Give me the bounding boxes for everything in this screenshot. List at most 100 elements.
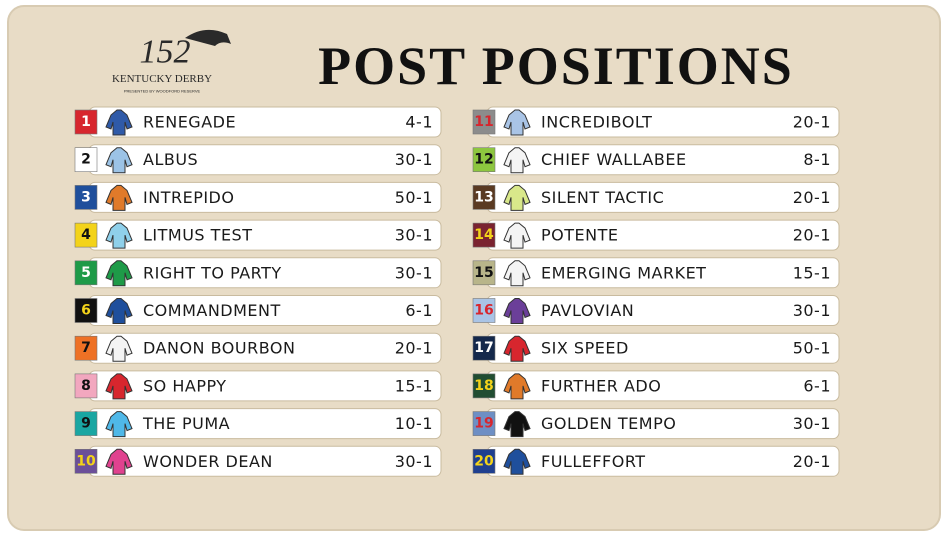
post-number: 2 <box>81 152 91 168</box>
post-number: 11 <box>474 114 493 130</box>
logo-sponsor: PRESENTED BY WOODFORD RESERVE <box>124 89 201 94</box>
odds: 15-1 <box>793 263 831 282</box>
silk-icon <box>105 109 133 136</box>
horse-name: RENEGADE <box>143 113 236 132</box>
odds: 20-1 <box>793 452 831 471</box>
row-card <box>486 219 840 251</box>
post-number: 4 <box>81 227 91 243</box>
entry-row: 20 FULLEFFORT 20-1 <box>472 445 840 477</box>
silk-icon <box>503 448 531 475</box>
post-box <box>472 147 496 172</box>
horse-name: GOLDEN TEMPO <box>541 414 676 433</box>
horse-name: WONDER DEAN <box>143 452 273 471</box>
row-card <box>486 370 840 402</box>
odds: 30-1 <box>395 150 433 169</box>
post-box <box>74 373 98 399</box>
silk-icon <box>105 184 133 211</box>
silk-icon <box>105 260 133 287</box>
odds: 30-1 <box>793 414 831 433</box>
row-card <box>486 445 840 477</box>
odds: 30-1 <box>395 263 433 282</box>
post-box <box>472 448 496 474</box>
post-box <box>472 373 496 399</box>
title: POST POSITIONS <box>318 36 794 96</box>
entry-row: 17 SIX SPEED 50-1 <box>472 332 840 364</box>
entry-row: 2 ALBUS 30-1 <box>74 144 442 176</box>
horse-name: EMERGING MARKET <box>541 263 706 282</box>
row-card <box>88 370 442 402</box>
silk-icon <box>503 411 531 438</box>
odds: 6-1 <box>405 301 433 320</box>
post-number: 19 <box>474 416 493 432</box>
silk-icon <box>503 298 531 324</box>
horse-name: SO HAPPY <box>143 376 227 395</box>
horse-name: ALBUS <box>143 150 198 169</box>
horse-name: DANON BOURBON <box>143 339 295 358</box>
post-number: 5 <box>81 265 91 281</box>
row-card <box>88 408 442 440</box>
entry-row: 11 INCREDIBOLT 20-1 <box>472 106 840 138</box>
post-box <box>472 109 496 135</box>
post-box <box>74 448 98 474</box>
silk-icon <box>105 147 133 174</box>
silk-icon <box>503 260 531 287</box>
row-card <box>486 295 840 326</box>
post-number: 15 <box>474 265 493 281</box>
silk-icon <box>105 335 133 362</box>
odds: 30-1 <box>793 301 831 320</box>
post-number: 3 <box>81 189 91 205</box>
silk-icon <box>105 411 133 438</box>
row-card <box>88 219 442 251</box>
silk-icon <box>105 298 133 324</box>
entry-row: 7 DANON BOURBON 20-1 <box>74 332 442 364</box>
logo-name: KENTUCKY DERBY <box>112 73 212 85</box>
horse-name: LITMUS TEST <box>143 226 252 245</box>
entry-row: 3 INTREPIDO 50-1 <box>74 181 442 213</box>
horse-name: SILENT TACTIC <box>541 188 664 207</box>
odds: 6-1 <box>803 376 831 395</box>
post-box <box>74 260 98 286</box>
odds: 30-1 <box>395 226 433 245</box>
row-card <box>88 106 442 138</box>
entry-row: 1 RENEGADE 4-1 <box>74 106 442 138</box>
post-number: 16 <box>474 303 493 319</box>
horse-name: PAVLOVIAN <box>541 301 634 320</box>
horse-emblem <box>185 29 231 46</box>
row-card <box>88 144 442 176</box>
horse-name: COMMANDMENT <box>143 301 281 320</box>
odds: 20-1 <box>395 339 433 358</box>
post-box <box>74 298 98 323</box>
silk-icon <box>105 373 133 400</box>
post-number: 14 <box>474 227 494 243</box>
horse-name: THE PUMA <box>142 414 230 433</box>
odds: 15-1 <box>395 376 433 395</box>
post-number: 7 <box>81 340 91 356</box>
post-box <box>472 335 496 361</box>
post-number: 6 <box>81 303 91 319</box>
post-number: 9 <box>81 416 91 432</box>
logo-number: 152 <box>140 34 191 71</box>
post-box <box>472 222 496 248</box>
row-card <box>88 181 442 213</box>
odds: 30-1 <box>395 452 433 471</box>
post-number: 12 <box>474 152 493 168</box>
horse-name: CHIEF WALLABEE <box>541 150 687 169</box>
entry-row: 12 CHIEF WALLABEE 8-1 <box>472 144 840 176</box>
post-number: 20 <box>474 453 494 469</box>
horse-name: INCREDIBOLT <box>541 113 652 132</box>
entry-row: 8 SO HAPPY 15-1 <box>74 370 442 402</box>
odds: 10-1 <box>395 414 433 433</box>
horse-name: RIGHT TO PARTY <box>143 263 282 282</box>
horse-name: INTREPIDO <box>143 188 234 207</box>
logo: 152 KENTUCKY DERBY PRESENTED BY WOODFORD… <box>112 29 231 94</box>
silk-icon <box>503 335 531 362</box>
odds: 50-1 <box>793 339 831 358</box>
odds: 4-1 <box>405 113 433 132</box>
odds: 50-1 <box>395 188 433 207</box>
row-card <box>486 332 840 364</box>
entry-row: 9 THE PUMA 10-1 <box>74 408 442 440</box>
entry-row: 6 COMMANDMENT 6-1 <box>74 295 442 326</box>
entry-row: 16 PAVLOVIAN 30-1 <box>472 295 840 326</box>
silk-icon <box>503 184 531 211</box>
